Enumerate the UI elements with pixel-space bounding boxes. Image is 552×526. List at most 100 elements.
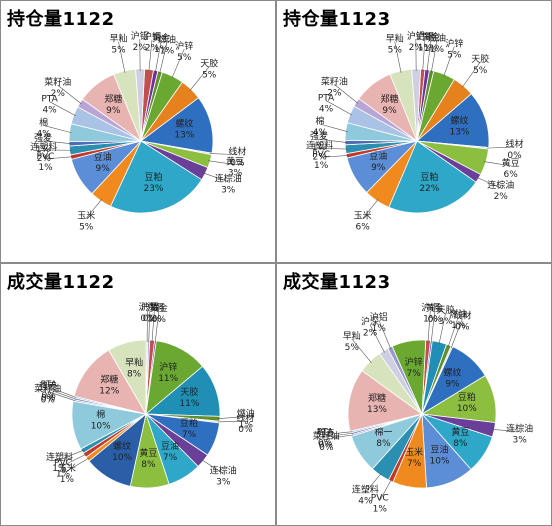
slice-label: 连棕油 <box>506 422 533 434</box>
slice-label: PTA <box>318 94 335 104</box>
leader-line <box>171 48 185 79</box>
slice-percent: 13% <box>449 127 469 137</box>
slice-label: 沪锌 <box>159 361 177 373</box>
slice-percent: 7% <box>182 430 197 440</box>
chart-panel-volume-1123: 沪铜 1% 黄金 0% 天胶 3% 燃油 1% 线材 0% 螺纹 9% 豆粕 10% 连棕油 3% 黄豆 8% 豆油… <box>276 263 552 526</box>
slice-label: 燃油 <box>428 32 446 44</box>
leader-line <box>85 198 103 219</box>
slice-label: 黄豆 <box>502 157 520 169</box>
leader-line <box>159 42 168 74</box>
slice-label: 连塑料 <box>352 483 379 495</box>
slice-label: 沪深 <box>361 316 379 328</box>
leader-line <box>430 40 438 73</box>
slice-percent: 0% <box>152 315 167 325</box>
slice-percent: 1% <box>372 324 387 334</box>
pie-slice <box>140 97 214 154</box>
slice-percent: 1% <box>239 421 254 431</box>
slice-percent: 7% <box>407 459 422 469</box>
slice-percent: 1% <box>418 43 433 53</box>
slice-percent: 0% <box>318 439 333 449</box>
slice-percent: 4% <box>37 129 52 139</box>
leader-line <box>189 66 210 91</box>
leader-line <box>450 318 463 349</box>
chart-title: 持仓量1122 <box>7 9 115 30</box>
slice-label: 黄金 <box>422 31 440 43</box>
pie-slice <box>416 93 490 148</box>
slice-percent: 1% <box>423 314 438 324</box>
slice-percent: 5% <box>345 343 360 353</box>
leader-line <box>47 391 76 402</box>
slice-percent: 2% <box>363 329 378 339</box>
slice-percent: 1% <box>52 464 67 474</box>
slice-percent: 1% <box>424 44 439 54</box>
leader-line <box>379 479 392 501</box>
slice-percent: 1% <box>38 163 53 173</box>
slice-percent: 1% <box>430 45 445 55</box>
slice-percent: 2% <box>313 152 328 162</box>
slice-percent: 1% <box>312 143 327 153</box>
slice-percent: 5% <box>473 66 488 76</box>
slice-percent: 0% <box>230 159 245 169</box>
slice-percent: 6% <box>504 170 519 180</box>
slice-percent: 23% <box>143 184 163 194</box>
slice-label: 线材 <box>236 412 254 424</box>
slice-percent: 2% <box>494 192 509 202</box>
slice-label: 连棕油 <box>215 173 242 185</box>
pie-slice <box>347 370 423 432</box>
leader-line <box>319 147 348 150</box>
slice-label: 郑糖 <box>381 93 399 105</box>
slice-label: 天胶 <box>180 386 198 398</box>
slice-percent: 3% <box>439 317 454 327</box>
leader-line <box>154 310 160 343</box>
leader-line <box>203 172 229 182</box>
leader-line <box>208 160 236 165</box>
leader-line <box>334 84 359 104</box>
slice-percent: 7% <box>407 369 422 379</box>
pie-chart-svg: 沪铜1%黄金0%沪锌11%天胶11%燃油1%线材0%豆粕7%连棕油3%豆油7%黄… <box>34 301 255 489</box>
slice-label: 螺纹 <box>450 114 468 126</box>
leader-line <box>486 146 515 149</box>
slice-percent: 8% <box>453 439 468 449</box>
slice-label: 螺纹 <box>175 118 193 130</box>
pie-chart-svg: 沪铜1%黄金1%燃油1%沪锌5% 天胶5%螺纹13%线材0%黄豆6%连棕油2%豆粕… <box>306 30 523 233</box>
slice-label: 豆油 <box>431 443 449 455</box>
slice-percent: 0% <box>143 314 158 324</box>
slice-percent: 3% <box>228 169 243 179</box>
slice-label: PVC <box>312 150 330 160</box>
slice-label: 玉米 <box>77 209 95 221</box>
slice-label: PTA <box>41 95 58 105</box>
slice-label: 菜籽油 <box>313 430 340 442</box>
slice-percent: 4% <box>42 106 57 116</box>
slice-label: 郑糖 <box>368 392 386 404</box>
leader-line <box>492 429 520 432</box>
slice-percent: 8% <box>376 439 391 449</box>
slice-label: 线材 <box>453 310 471 322</box>
leader-line <box>426 39 432 72</box>
slice-label: 沪锌 <box>175 40 193 52</box>
slice-percent: 9% <box>96 164 111 174</box>
leader-line <box>325 432 353 438</box>
slice-label: 连棕油 <box>487 179 514 191</box>
slice-percent: 9% <box>382 106 397 116</box>
slice-percent: 9% <box>106 106 121 116</box>
slice-label: 早籼 <box>343 330 361 342</box>
leader-line <box>43 140 72 144</box>
slice-percent: 4% <box>358 496 373 506</box>
leader-line <box>319 123 348 133</box>
slice-percent: 3% <box>216 477 231 487</box>
slice-label: 连棕油 <box>210 464 237 476</box>
leader-line <box>66 457 90 472</box>
slice-percent: 8% <box>141 460 156 470</box>
slice-label: 螺纹 <box>443 367 461 379</box>
leader-line <box>362 199 379 219</box>
slice-label: 早籼 <box>386 33 404 45</box>
leader-line <box>49 101 76 117</box>
slice-percent: 7% <box>163 453 178 463</box>
leader-line <box>318 138 348 143</box>
slice-percent: 1% <box>60 475 75 485</box>
slice-percent: 0% <box>455 323 470 333</box>
slice-percent: 3% <box>513 435 528 445</box>
slice-percent: 1% <box>36 145 51 155</box>
slice-percent: 0% <box>41 393 56 403</box>
leader-line <box>148 310 151 343</box>
